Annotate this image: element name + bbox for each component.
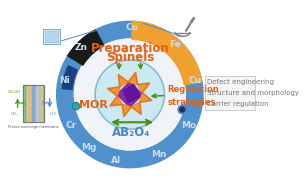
Polygon shape xyxy=(141,95,148,101)
Text: Regulation: Regulation xyxy=(167,85,219,94)
Bar xyxy=(23,85,45,122)
Text: CO₂: CO₂ xyxy=(11,112,18,116)
Text: AB₂O₄: AB₂O₄ xyxy=(113,126,151,139)
Polygon shape xyxy=(117,82,142,107)
Text: Co: Co xyxy=(126,23,138,32)
Text: CH₃OH: CH₃OH xyxy=(8,90,21,94)
Circle shape xyxy=(181,112,183,114)
Polygon shape xyxy=(113,98,121,104)
Bar xyxy=(28,85,32,122)
Bar xyxy=(43,85,45,122)
Polygon shape xyxy=(110,96,122,106)
Text: Ni: Ni xyxy=(59,76,70,85)
Circle shape xyxy=(179,106,181,108)
Polygon shape xyxy=(124,84,140,103)
Circle shape xyxy=(184,106,186,108)
Circle shape xyxy=(74,39,185,150)
Circle shape xyxy=(180,107,185,112)
Polygon shape xyxy=(124,105,130,113)
Circle shape xyxy=(179,111,181,113)
Polygon shape xyxy=(128,72,138,84)
FancyBboxPatch shape xyxy=(43,29,60,44)
Circle shape xyxy=(57,21,203,168)
Circle shape xyxy=(95,60,164,129)
Polygon shape xyxy=(107,87,120,96)
Text: MOR: MOR xyxy=(79,100,108,110)
Text: Fe: Fe xyxy=(169,40,181,49)
Bar xyxy=(27,85,28,122)
Text: Mn: Mn xyxy=(152,150,167,159)
Circle shape xyxy=(74,39,185,150)
FancyBboxPatch shape xyxy=(205,76,256,110)
Circle shape xyxy=(185,108,187,110)
Wedge shape xyxy=(68,30,104,65)
Bar xyxy=(32,85,36,122)
Polygon shape xyxy=(122,105,131,117)
Wedge shape xyxy=(132,21,202,85)
Polygon shape xyxy=(138,83,150,93)
Polygon shape xyxy=(130,76,136,84)
Text: Structure and morphology: Structure and morphology xyxy=(207,90,299,96)
Text: Cu: Cu xyxy=(189,76,202,85)
Polygon shape xyxy=(131,102,141,115)
Text: Mg: Mg xyxy=(81,143,96,152)
Text: Preparation: Preparation xyxy=(90,42,169,55)
Text: Proton exchange membrane: Proton exchange membrane xyxy=(8,125,59,129)
Polygon shape xyxy=(138,85,146,91)
Text: Defect engineering: Defect engineering xyxy=(207,79,274,85)
Bar xyxy=(23,85,27,122)
Polygon shape xyxy=(140,93,152,102)
Text: H₂O: H₂O xyxy=(49,112,57,116)
Circle shape xyxy=(178,108,180,110)
Polygon shape xyxy=(112,88,119,94)
Circle shape xyxy=(184,111,186,113)
Wedge shape xyxy=(62,66,77,89)
Bar xyxy=(42,85,43,122)
Polygon shape xyxy=(120,78,127,86)
Bar xyxy=(36,85,39,122)
Text: Spinels: Spinels xyxy=(106,51,154,64)
Text: Al: Al xyxy=(111,156,121,165)
Circle shape xyxy=(72,102,80,110)
Text: Zn: Zn xyxy=(75,43,88,52)
Text: Cr: Cr xyxy=(65,122,76,130)
Text: strategies: strategies xyxy=(167,98,216,107)
Polygon shape xyxy=(133,103,139,111)
FancyBboxPatch shape xyxy=(45,31,58,42)
Circle shape xyxy=(178,105,186,114)
Text: Mo: Mo xyxy=(181,122,197,130)
Text: Carrier regulation: Carrier regulation xyxy=(207,101,269,107)
Polygon shape xyxy=(118,74,128,87)
Bar xyxy=(39,85,42,122)
Circle shape xyxy=(181,105,183,107)
